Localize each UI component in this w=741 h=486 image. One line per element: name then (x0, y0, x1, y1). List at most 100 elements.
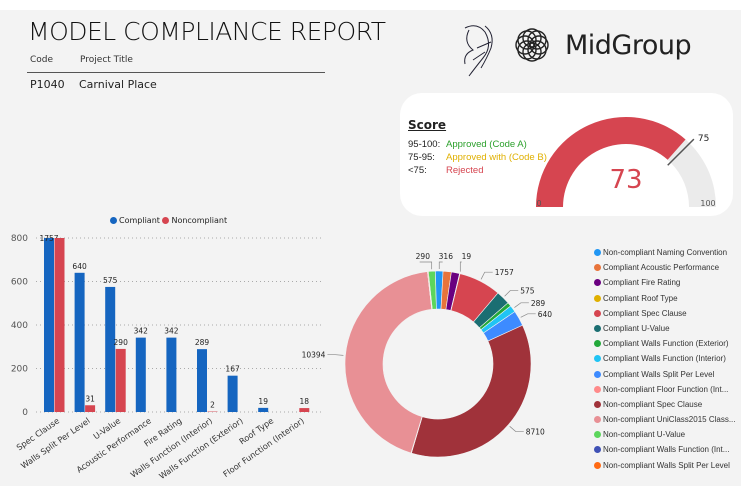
bar-compliant[interactable] (74, 272, 85, 412)
code-header: Code (30, 55, 54, 65)
donut-data-label: 19 (462, 252, 472, 261)
legend-dot (594, 324, 601, 332)
bar-compliant[interactable] (227, 375, 238, 412)
legend-label: Compliant Roof Type (603, 293, 678, 303)
y-tick-label: 0 (22, 408, 28, 418)
legend-item[interactable]: Non-compliant UniClass2015 Class... (594, 415, 736, 430)
donut-data-label: 1757 (495, 268, 514, 277)
legend-item[interactable]: Compliant Walls Function (Interior) (594, 354, 736, 369)
gauge-target-label: 75 (698, 134, 709, 144)
legend-label: Non-compliant U-Value (603, 430, 686, 440)
legend-label: Non-compliant Floor Function (Int... (603, 384, 729, 394)
legend-item[interactable]: Non-compliant Spec Clause (594, 400, 736, 415)
gauge-value: 73 (609, 165, 642, 195)
score-row-rejected: <75: Rejected (408, 165, 484, 176)
page-title: MODEL COMPLIANCE REPORT (28, 17, 386, 46)
leader-line (327, 354, 344, 356)
legend-item[interactable]: Non-compliant Floor Function (Int... (594, 385, 736, 400)
data-label: 1757 (39, 234, 58, 243)
legend-label: Compliant Spec Clause (603, 308, 687, 318)
legend-label: Non-compliant Spec Clause (603, 399, 703, 409)
legend-dot (594, 416, 601, 424)
donut-data-label: 316 (439, 252, 454, 261)
y-tick-label: 600 (11, 278, 28, 288)
bar-noncompliant[interactable] (115, 348, 126, 412)
header-divider (27, 72, 325, 73)
legend-label: Compliant Walls Function (Exterior) (603, 339, 729, 349)
legend-item[interactable]: Compliant Fire Rating (594, 278, 736, 293)
project-title-header: Project Title (80, 55, 133, 65)
data-label: 342 (164, 327, 179, 336)
legend-item[interactable]: Compliant Spec Clause (594, 309, 736, 324)
y-tick-label: 400 (11, 321, 28, 331)
data-label: 167 (225, 365, 240, 374)
legend-item[interactable]: Compliant Walls Function (Exterior) (594, 339, 736, 354)
legend-dot (594, 461, 601, 469)
project-code: P1040 (30, 78, 65, 91)
bar-noncompliant[interactable] (299, 408, 310, 412)
bar-compliant[interactable] (105, 286, 116, 412)
legend-dot (594, 294, 601, 302)
legend-dot (594, 400, 601, 408)
legend-item[interactable]: Non-compliant Walls Function (Int... (594, 445, 736, 460)
brand-name: MidGroup (565, 30, 692, 61)
gauge-min: 0 (536, 199, 541, 208)
lion-icon (464, 25, 493, 77)
leader-line (438, 261, 443, 270)
legend-dot (594, 431, 601, 439)
data-label: 290 (114, 338, 129, 347)
legend-item[interactable]: Compliant Walls Split Per Level (594, 370, 736, 385)
leader-line (419, 261, 433, 270)
legend-label: Non-compliant Walls Split Per Level (603, 460, 730, 470)
legend-compliant[interactable]: Compliant (110, 216, 160, 225)
legend-item[interactable]: Compliant Acoustic Performance (594, 263, 736, 278)
bar-compliant[interactable] (44, 238, 54, 412)
legend-dot (594, 264, 601, 272)
legend-dot (594, 340, 601, 348)
project-title: Carnival Place (79, 78, 157, 91)
bar-noncompliant[interactable] (54, 238, 65, 412)
gauge-fill (536, 117, 686, 207)
legend-dot (594, 249, 601, 256)
leader-line (459, 261, 462, 272)
donut-data-label: 290 (416, 252, 431, 261)
score-row-a: 95-100: Approved (Code A) (408, 139, 527, 150)
data-label: 640 (72, 262, 87, 271)
legend-label: Compliant Fire Rating (603, 278, 681, 288)
legend-item[interactable]: Non-compliant Naming Convention (594, 248, 736, 263)
legend-item[interactable]: Compliant Roof Type (594, 294, 736, 309)
data-label: 19 (258, 397, 268, 406)
legend-label: Non-compliant UniClass2015 Class... (603, 415, 736, 425)
knot-icon (515, 28, 549, 62)
bar-compliant[interactable] (258, 407, 269, 412)
bar-compliant[interactable] (166, 337, 177, 412)
donut-legend: Non-compliant Naming Convention Compliant… (594, 248, 736, 476)
legend-dot (594, 446, 601, 454)
legend-dot (594, 385, 601, 393)
legend-label: Compliant U-Value (603, 323, 670, 333)
legend-noncompliant[interactable]: Noncompliant (162, 216, 227, 225)
donut-slice[interactable] (427, 271, 433, 310)
bar-noncompliant[interactable] (85, 405, 96, 412)
donut-data-label: 8710 (526, 428, 545, 437)
donut-slice[interactable] (411, 324, 532, 458)
legend-dot (594, 309, 601, 317)
legend-item[interactable]: Non-compliant U-Value (594, 430, 736, 445)
leader-line (520, 313, 536, 318)
score-heading: Score (408, 118, 447, 132)
y-tick-label: 200 (11, 365, 28, 375)
top-strip (0, 0, 741, 10)
score-gauge: 75 73 0 100 (536, 117, 716, 208)
legend-label: Non-compliant Naming Convention (603, 248, 728, 257)
bar-compliant[interactable] (135, 337, 146, 412)
legend-label: Compliant Acoustic Performance (603, 263, 720, 273)
donut-slice[interactable] (344, 271, 433, 454)
data-label: 342 (134, 327, 149, 336)
donut-data-label: 289 (531, 299, 546, 308)
legend-dot (594, 355, 601, 363)
legend-item[interactable]: Compliant U-Value (594, 324, 736, 339)
legend-item[interactable]: Non-compliant Walls Split Per Level (594, 461, 736, 476)
leader-line (480, 271, 493, 280)
bar-compliant[interactable] (197, 349, 207, 412)
data-label: 575 (103, 276, 118, 285)
